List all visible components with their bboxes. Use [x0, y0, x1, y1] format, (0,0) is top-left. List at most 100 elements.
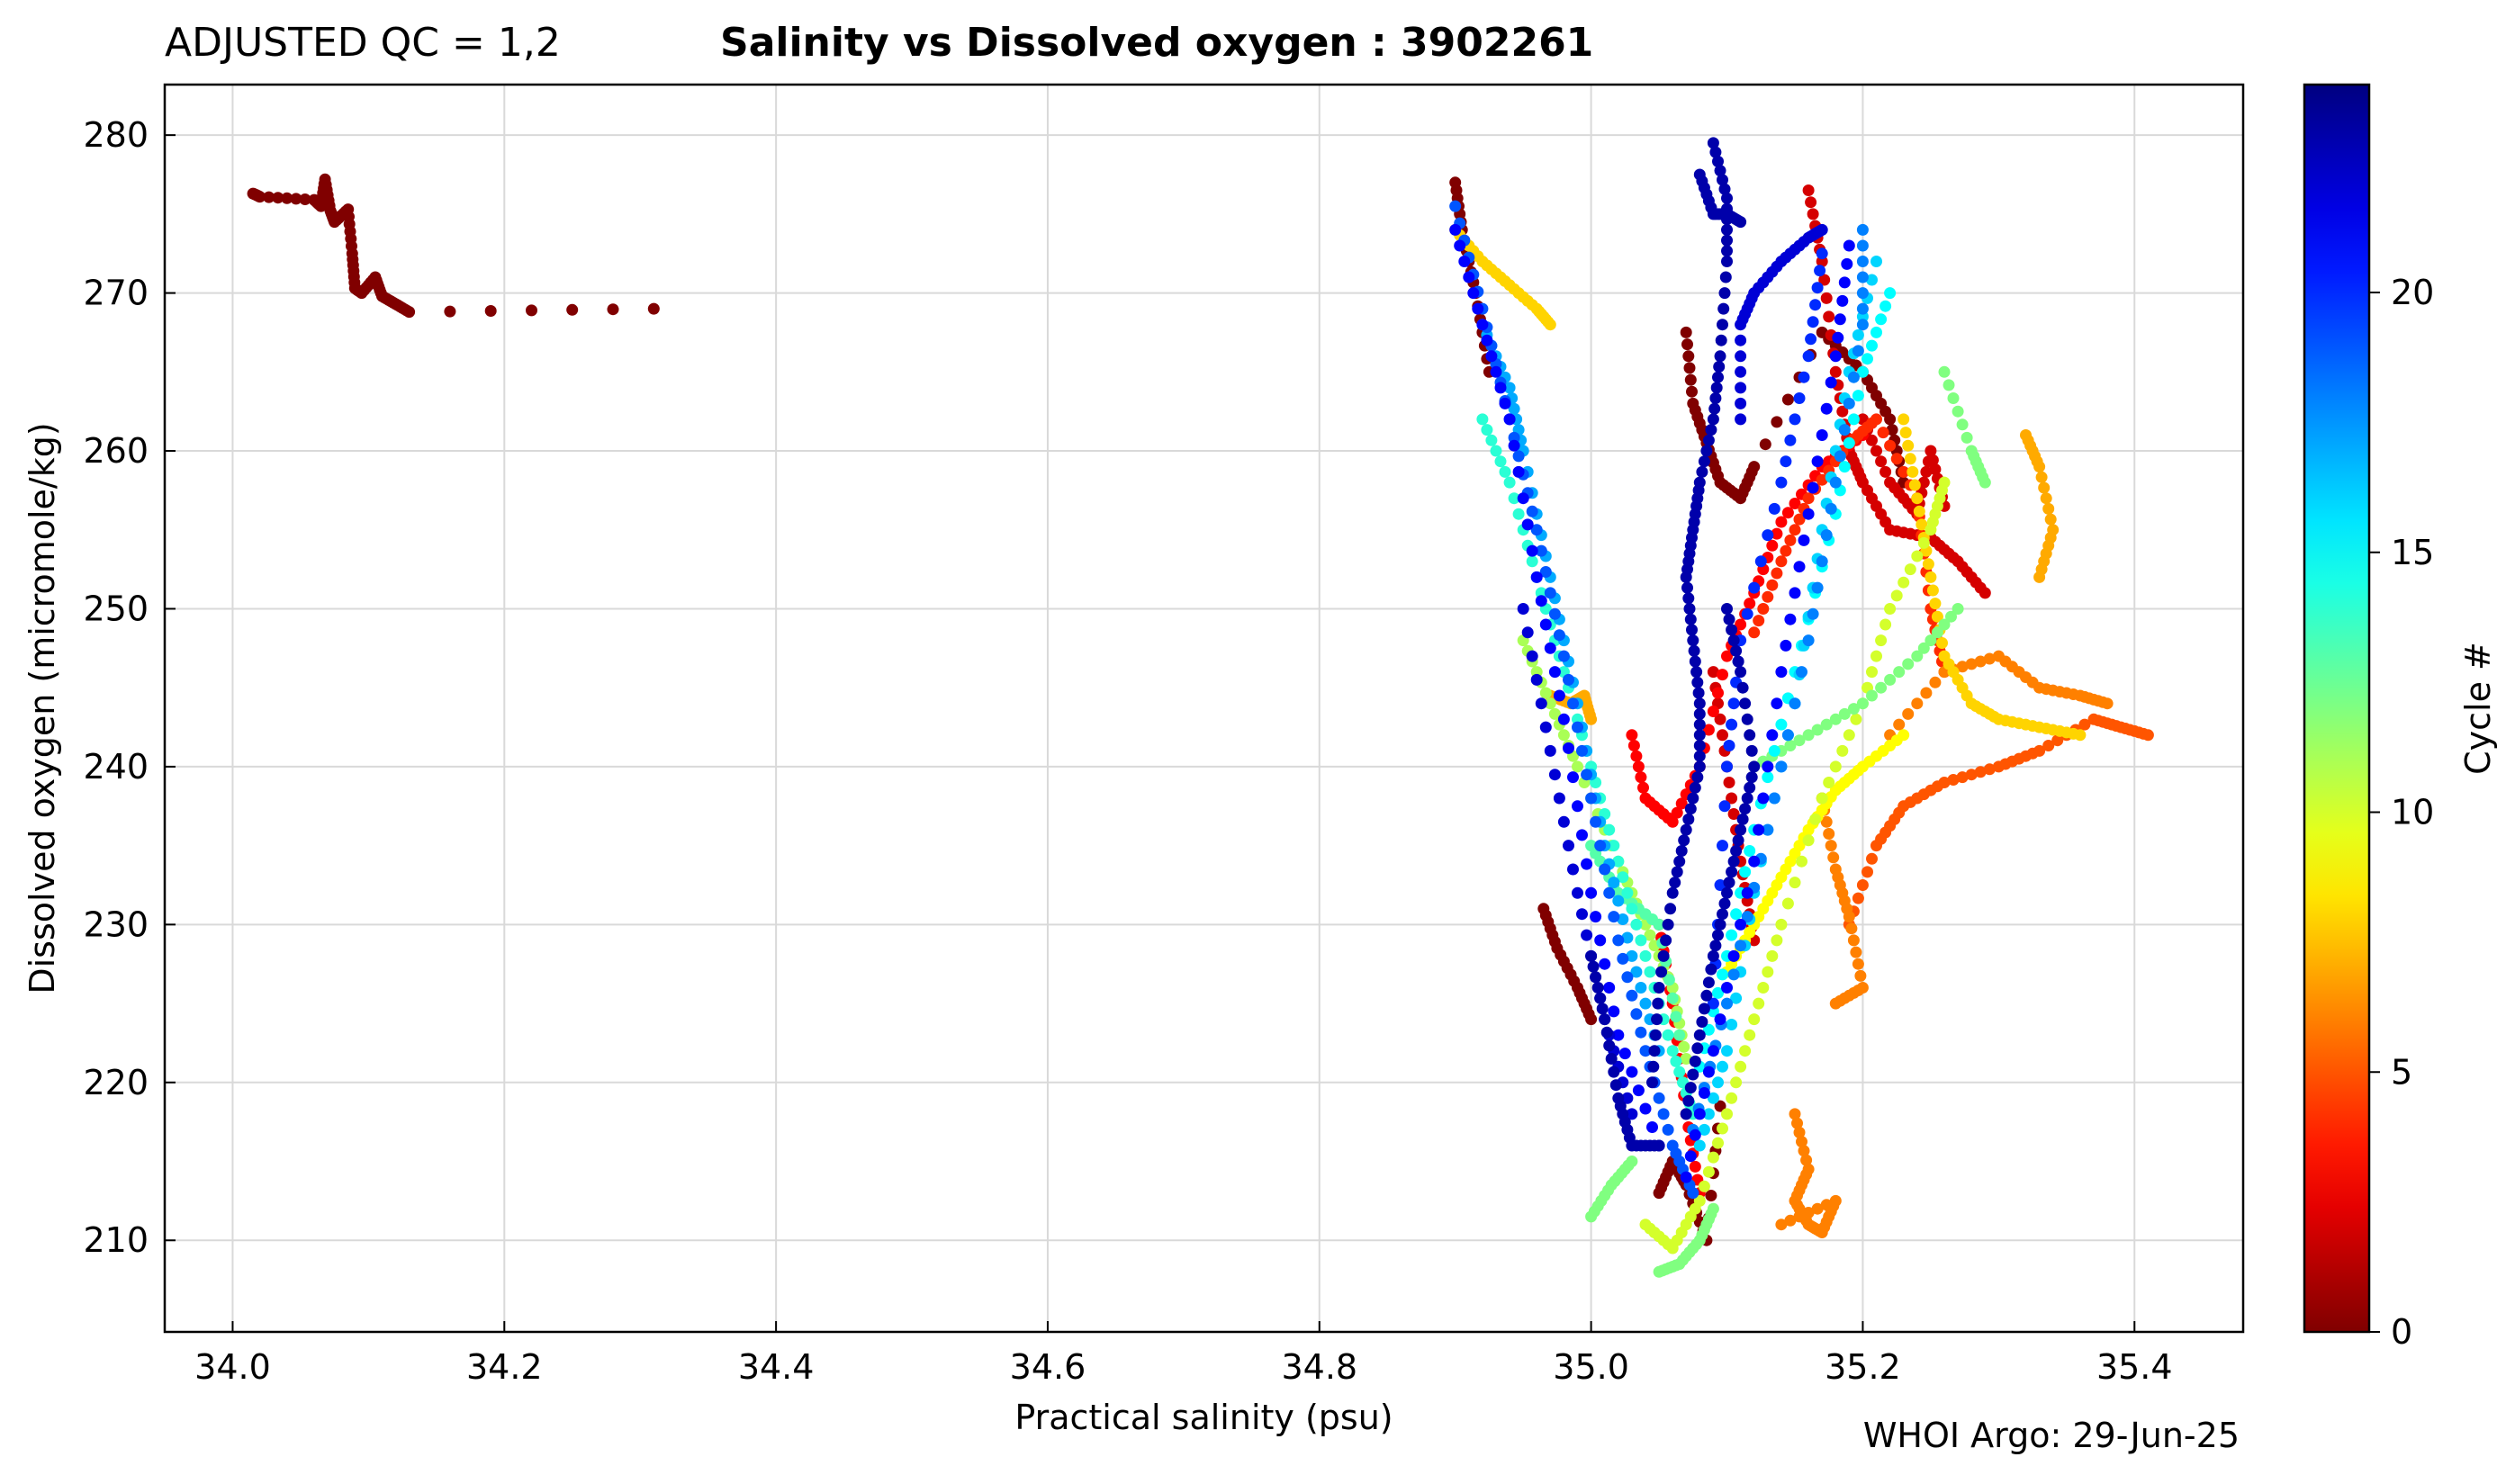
data-point [1686, 385, 1698, 398]
data-point [1929, 598, 1942, 610]
data-point [1684, 1082, 1697, 1094]
data-point [1684, 1150, 1697, 1163]
data-point [1684, 803, 1697, 815]
data-point [263, 191, 275, 203]
data-point [1721, 650, 1733, 662]
data-point [1856, 239, 1869, 252]
data-point [1696, 1016, 1708, 1028]
data-point [1548, 707, 1561, 720]
data-point [290, 193, 302, 205]
data-point [1920, 687, 1933, 699]
data-point [1721, 886, 1733, 899]
data-point [1775, 718, 1788, 731]
data-point [1956, 418, 1969, 431]
data-point [1660, 934, 1672, 947]
data-point [1689, 655, 1701, 668]
data-point [1709, 940, 1722, 952]
data-point [1599, 958, 1611, 970]
data-point [1735, 940, 1747, 952]
data-point [1735, 1060, 1747, 1073]
data-point [1744, 845, 1756, 857]
data-point [1490, 365, 1502, 378]
colorbar-tick-label: 5 [2391, 1052, 2412, 1092]
data-point [1983, 763, 1996, 776]
data-point [1802, 492, 1815, 505]
data-point [1748, 760, 1761, 773]
data-point [1563, 742, 1574, 754]
data-point [1721, 234, 1733, 247]
data-point [1825, 376, 1837, 389]
data-point [1644, 929, 1656, 941]
data-point [1816, 429, 1828, 441]
data-point [1723, 877, 1735, 889]
data-point [1723, 777, 1735, 788]
data-point [1929, 676, 1942, 688]
data-point [1713, 361, 1726, 373]
data-point [1768, 744, 1780, 757]
x-tick-label: 35.4 [2096, 1347, 2173, 1387]
data-point [1843, 436, 1855, 449]
data-point [1680, 1171, 1692, 1183]
data-point [1938, 777, 1951, 788]
data-point [1535, 544, 1547, 557]
data-point [1820, 402, 1833, 415]
data-point [1682, 592, 1695, 605]
data-point [1508, 402, 1520, 415]
data-point [1807, 208, 1819, 220]
data-point [1612, 934, 1625, 947]
data-point [1673, 855, 1686, 868]
data-point [1727, 949, 1740, 962]
data-point [1866, 434, 1878, 446]
data-point [1735, 918, 1747, 931]
data-point [1512, 508, 1525, 520]
colorbar-label: Cycle # [2458, 642, 2498, 775]
data-point [1618, 1048, 1631, 1060]
data-point [1744, 781, 1756, 794]
data-point [1771, 697, 1783, 710]
data-point [1807, 316, 1819, 328]
data-point [1702, 1165, 1715, 1178]
data-point [1696, 465, 1708, 478]
data-point [1621, 1092, 1634, 1104]
data-point [1902, 439, 1915, 452]
data-point [1920, 465, 1933, 478]
data-point [1902, 658, 1915, 670]
data-point [1736, 681, 1749, 694]
data-point [1714, 713, 1726, 725]
data-point [1856, 287, 1869, 300]
data-point [1689, 1160, 1701, 1173]
data-point [1805, 333, 1817, 346]
data-point [1512, 450, 1525, 463]
data-point [1917, 642, 1930, 654]
data-point [444, 305, 456, 318]
data-point [1735, 334, 1747, 346]
data-point [1653, 1092, 1665, 1104]
data-point [1781, 897, 1794, 910]
data-point [1717, 174, 1728, 186]
data-point [1590, 911, 1602, 923]
data-point [1836, 744, 1849, 757]
data-point [1657, 949, 1670, 962]
data-point [1698, 1003, 1710, 1015]
data-point [566, 303, 579, 316]
data-point [1870, 326, 1882, 338]
data-point [1721, 1108, 1733, 1120]
data-point [1639, 949, 1652, 962]
data-point [1707, 706, 1719, 717]
plot-frame [163, 83, 2245, 1334]
data-point [1789, 697, 1801, 710]
data-point [1712, 1137, 1724, 1149]
data-point [526, 304, 537, 317]
data-point [1463, 271, 1475, 283]
data-point [1916, 518, 1928, 531]
data-point [1762, 590, 1774, 603]
data-point [1683, 362, 1696, 374]
data-point [1931, 626, 1943, 639]
data-point [1796, 1136, 1807, 1148]
data-point [1581, 929, 1593, 941]
data-point [1754, 555, 1767, 568]
data-point [1732, 655, 1744, 668]
data-point [1727, 634, 1740, 647]
data-point [1717, 1122, 1728, 1135]
data-point [1521, 626, 1534, 639]
